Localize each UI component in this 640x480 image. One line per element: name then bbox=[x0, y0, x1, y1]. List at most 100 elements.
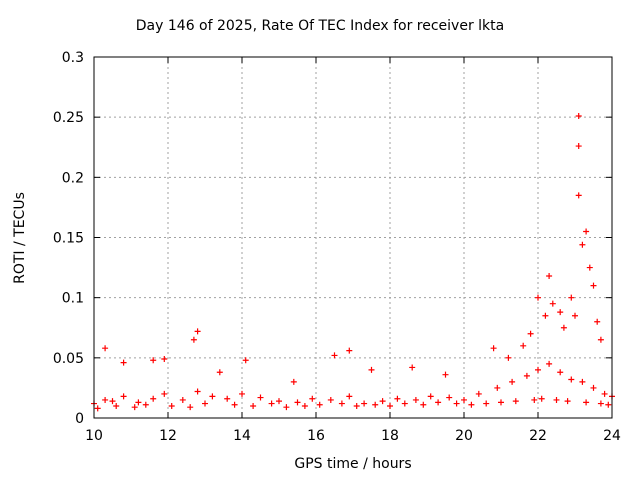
y-tick-label: 0 bbox=[75, 411, 84, 427]
data-point bbox=[498, 399, 504, 406]
data-point bbox=[442, 371, 449, 378]
data-point bbox=[331, 352, 338, 359]
data-point bbox=[268, 400, 275, 407]
y-tick-label: 0.25 bbox=[53, 110, 84, 126]
data-point bbox=[590, 384, 597, 391]
x-tick-label: 10 bbox=[85, 428, 103, 444]
data-point bbox=[194, 328, 201, 335]
data-point bbox=[475, 390, 482, 397]
data-point bbox=[150, 395, 157, 402]
data-point bbox=[523, 372, 530, 379]
data-point bbox=[490, 345, 497, 352]
data-point bbox=[346, 393, 353, 400]
data-point bbox=[290, 378, 297, 385]
data-point bbox=[483, 400, 490, 407]
y-tick-label: 0.3 bbox=[62, 50, 84, 66]
data-point bbox=[194, 388, 201, 395]
data-point bbox=[546, 360, 553, 367]
data-point bbox=[538, 395, 545, 402]
data-point bbox=[468, 401, 475, 408]
data-point bbox=[560, 324, 567, 331]
data-point bbox=[568, 376, 575, 383]
data-point bbox=[420, 401, 427, 408]
data-point bbox=[327, 396, 334, 403]
data-point bbox=[387, 402, 393, 409]
chart-title: Day 146 of 2025, Rate Of TEC Index for r… bbox=[135, 18, 505, 34]
data-point bbox=[590, 282, 597, 289]
data-point bbox=[242, 357, 249, 364]
x-tick-label: 22 bbox=[529, 428, 547, 444]
y-tick-label: 0.05 bbox=[53, 351, 84, 367]
x-tick-label: 14 bbox=[233, 428, 251, 444]
data-point bbox=[102, 345, 109, 352]
data-point bbox=[401, 400, 408, 407]
data-point bbox=[546, 273, 553, 280]
data-point bbox=[257, 394, 264, 401]
data-points bbox=[91, 112, 615, 412]
data-point bbox=[446, 394, 453, 401]
data-point bbox=[379, 398, 386, 405]
data-point bbox=[190, 336, 197, 343]
data-point bbox=[535, 294, 541, 301]
data-point bbox=[527, 330, 534, 337]
data-point bbox=[583, 228, 590, 235]
data-point bbox=[579, 378, 586, 385]
data-point bbox=[572, 312, 578, 319]
y-tick-label: 0.2 bbox=[62, 170, 84, 186]
data-point bbox=[494, 384, 501, 391]
data-point bbox=[553, 396, 560, 403]
data-point bbox=[120, 359, 127, 366]
data-point bbox=[131, 404, 138, 411]
data-point bbox=[531, 396, 538, 403]
data-point bbox=[120, 393, 127, 400]
data-point bbox=[202, 400, 208, 407]
data-point bbox=[283, 404, 290, 411]
data-point bbox=[575, 112, 582, 119]
data-point bbox=[294, 399, 301, 406]
data-point bbox=[368, 366, 375, 373]
y-tick-label: 0.1 bbox=[62, 291, 84, 307]
data-point bbox=[605, 401, 612, 408]
data-point bbox=[150, 357, 157, 364]
data-point bbox=[353, 402, 360, 409]
data-point bbox=[135, 399, 142, 406]
data-point bbox=[346, 347, 353, 354]
data-point bbox=[187, 404, 194, 411]
x-tick-label: 20 bbox=[455, 428, 473, 444]
data-point bbox=[276, 398, 282, 405]
data-point bbox=[583, 399, 590, 406]
data-point bbox=[579, 241, 586, 248]
x-axis-label: GPS time / hours bbox=[294, 456, 412, 472]
data-point bbox=[594, 318, 601, 325]
data-point bbox=[520, 342, 527, 349]
data-point bbox=[549, 300, 556, 307]
data-point bbox=[301, 402, 308, 409]
data-point bbox=[102, 396, 109, 403]
data-point bbox=[601, 390, 608, 397]
data-point bbox=[435, 399, 442, 406]
data-point bbox=[575, 192, 582, 199]
data-point bbox=[179, 396, 186, 403]
x-tick-label: 12 bbox=[159, 428, 177, 444]
data-point bbox=[231, 401, 238, 408]
data-point bbox=[142, 401, 149, 408]
data-point bbox=[113, 402, 120, 409]
data-point bbox=[224, 395, 231, 402]
data-point bbox=[209, 393, 216, 400]
data-point bbox=[109, 398, 116, 405]
data-point bbox=[564, 398, 571, 405]
data-point bbox=[505, 354, 512, 361]
grid bbox=[94, 57, 612, 418]
axis-ticks: 10 12 14 16 18 20 22 24 0 0.05 0.1 0.15 0.2 0.25 0.3 bbox=[53, 50, 621, 444]
data-point bbox=[94, 405, 101, 412]
x-tick-label: 16 bbox=[307, 428, 325, 444]
data-point bbox=[250, 402, 257, 409]
data-point bbox=[216, 369, 223, 376]
y-tick-label: 0.15 bbox=[53, 231, 84, 247]
data-point bbox=[394, 395, 401, 402]
data-point bbox=[568, 294, 575, 301]
data-point bbox=[512, 398, 519, 405]
data-point bbox=[412, 396, 419, 403]
data-point bbox=[597, 400, 604, 407]
